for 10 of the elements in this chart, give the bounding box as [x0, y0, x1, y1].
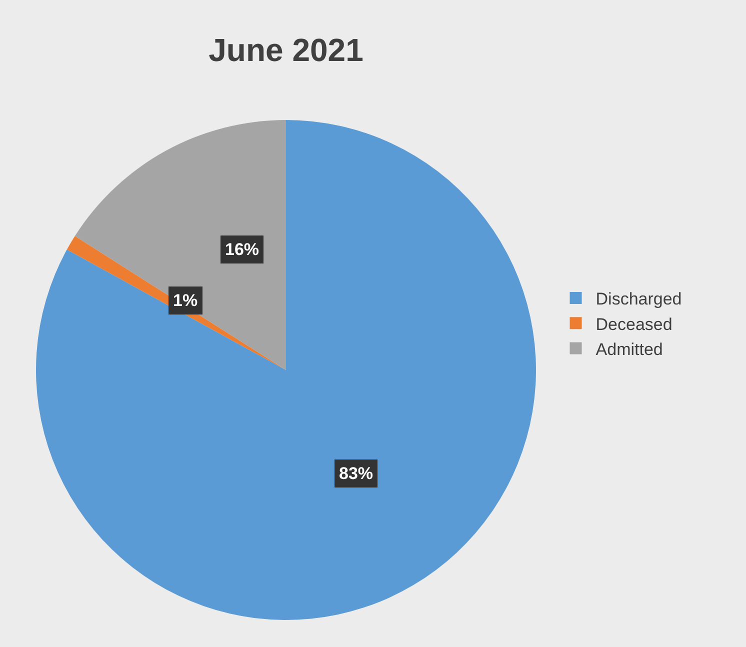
chart-title: June 2021: [208, 32, 364, 68]
legend-label: Admitted: [596, 340, 663, 359]
pie-slice: [66, 236, 286, 370]
data-label: 83%: [339, 464, 374, 483]
pie-slice: [36, 120, 536, 620]
legend-label: Deceased: [596, 314, 672, 334]
data-label: 1%: [173, 291, 198, 310]
legend-label: Discharged: [596, 290, 682, 309]
data-label: 16%: [225, 240, 260, 259]
pie-slice: [74, 120, 286, 370]
